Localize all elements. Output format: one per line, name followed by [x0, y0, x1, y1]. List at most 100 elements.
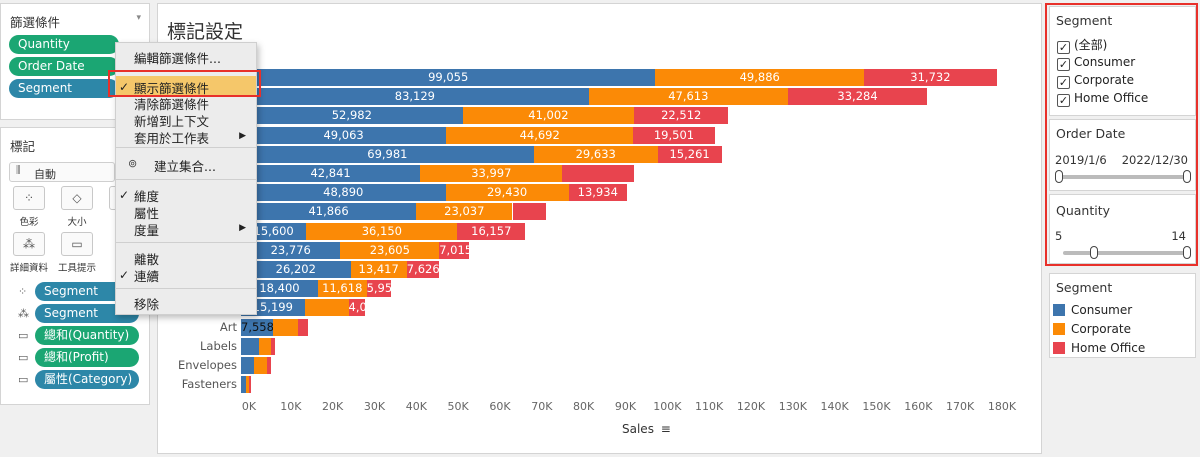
menu-item-create-set[interactable]: 建立集合... [154, 159, 216, 174]
segment-filter-consumer[interactable]: ✓ Consumer [1057, 55, 1135, 71]
quantity-min-handle[interactable] [1090, 246, 1098, 259]
mark-field-segment-color[interactable]: Segment [35, 282, 139, 301]
menu-item-show-filter[interactable]: 顯示篩選條件 [134, 81, 210, 96]
bar-corporate-tables[interactable]: 44,692 [446, 126, 634, 144]
sort-icon[interactable]: ≡ [660, 422, 671, 436]
bar-home-office-tables[interactable]: 19,501 [633, 126, 715, 144]
mark-field-sum-quantity[interactable]: 總和(Quantity) [35, 326, 139, 345]
bar-corporate-paper[interactable]: 11,618 [317, 280, 367, 298]
marks-panel-title: 標記 [10, 139, 36, 154]
segment-filter-home-office[interactable]: ✓ Home Office [1057, 91, 1148, 107]
filter-pill-segment[interactable]: Segment [9, 79, 119, 98]
quantity-max-handle[interactable] [1183, 246, 1191, 259]
bar-consumer-paper[interactable]: 18,400 [241, 280, 318, 298]
segment-filter-corporate[interactable]: ✓ Corporate [1057, 73, 1134, 89]
mark-field-attr-category[interactable]: 屬性(Category) [35, 370, 139, 389]
bar-corporate-chairs[interactable]: 47,613 [588, 88, 788, 106]
bar-home-office-copiers[interactable] [512, 203, 546, 221]
bar-consumer-binders[interactable]: 69,981 [241, 145, 534, 163]
bar-home-office-binders[interactable]: 15,261 [657, 145, 722, 163]
mark-field-sum-profit[interactable]: 總和(Profit) [35, 348, 139, 367]
bar-consumer-fasteners[interactable] [241, 376, 247, 394]
tooltip-button[interactable]: ▭ [61, 232, 93, 256]
bar-corporate-binders[interactable]: 29,633 [533, 145, 658, 163]
bar-consumer-tables[interactable]: 49,063 [241, 126, 447, 144]
bar-consumer-envelopes[interactable] [241, 357, 254, 374]
checkbox-icon[interactable]: ✓ [1057, 41, 1070, 54]
quantity-slider-track[interactable] [1063, 251, 1187, 255]
bar-consumer-art[interactable]: 7,558 [241, 318, 273, 336]
bar-corporate-bookcases[interactable]: 36,150 [306, 222, 458, 240]
legend-label-home-office[interactable]: Home Office [1071, 341, 1146, 355]
menu-item-remove[interactable]: 移除 [134, 297, 160, 312]
menu-item-edit-filter[interactable]: 編輯篩選條件... [134, 51, 221, 66]
bar-home-office-paper[interactable]: 5,955 [366, 280, 392, 298]
bar-home-office-art[interactable] [297, 318, 308, 336]
bar-corporate-phones[interactable]: 49,886 [655, 69, 865, 86]
bar-corporate-accessories[interactable]: 29,430 [445, 184, 569, 202]
segment-filter-all[interactable]: ✓ (全部) [1057, 36, 1107, 54]
bar-consumer-phones[interactable]: 99,055 [241, 69, 656, 86]
bar-consumer-appliances[interactable]: 23,776 [241, 241, 341, 259]
bar-consumer-furnishings[interactable]: 26,202 [241, 261, 351, 278]
bar-home-office-appliances[interactable]: 7,015 [439, 241, 469, 259]
legend-label-consumer[interactable]: Consumer [1071, 303, 1133, 317]
x-axis-title: Sales [622, 422, 654, 436]
bar-corporate-storage[interactable]: 41,002 [462, 107, 635, 125]
bar-corporate-furnishings[interactable]: 13,417 [350, 261, 407, 278]
bar-consumer-copiers[interactable]: 41,866 [241, 203, 417, 221]
bar-corporate-copiers[interactable]: 23,037 [416, 203, 513, 221]
mark-field-segment-detail[interactable]: Segment [35, 304, 139, 323]
bar-home-office-envelopes[interactable] [266, 357, 272, 374]
menu-item-measure[interactable]: 度量 [134, 223, 160, 238]
filter-pill-quantity[interactable]: Quantity [9, 35, 119, 54]
bar-home-office-phones[interactable]: 31,732 [864, 69, 997, 86]
detail-button[interactable]: ⁂ [13, 232, 45, 256]
menu-item-attribute[interactable]: 屬性 [134, 206, 160, 221]
filters-panel-title: 篩選條件 [10, 15, 61, 30]
bar-home-office-supplies[interactable]: 4,005 [348, 299, 366, 317]
menu-item-dimension[interactable]: 維度 [134, 189, 160, 204]
bar-consumer-machines[interactable]: 42,841 [241, 165, 421, 182]
bar-corporate-fasteners[interactable] [246, 376, 250, 394]
bar-consumer-labels[interactable] [241, 337, 259, 355]
bar-consumer-bookcases[interactable]: 15,600 [241, 222, 307, 240]
legend-label-corporate[interactable]: Corporate [1071, 322, 1131, 336]
color-button[interactable]: ⁘ [13, 186, 45, 210]
size-button[interactable]: ◇ [61, 186, 93, 210]
bar-home-office-machines[interactable] [562, 165, 634, 182]
bar-home-office-fasteners[interactable] [249, 376, 252, 394]
menu-item-clear-filter[interactable]: 清除篩選條件 [134, 97, 210, 112]
mark-type-select[interactable]: ⫼ 自動 [9, 162, 115, 182]
bar-consumer-accessories[interactable]: 48,890 [241, 184, 446, 202]
bar-home-office-furnishings[interactable]: 7,626 [406, 261, 439, 278]
bar-home-office-chairs[interactable]: 33,284 [787, 88, 928, 106]
bar-corporate-supplies[interactable] [304, 299, 349, 317]
bar-consumer-chairs[interactable]: 83,129 [241, 88, 589, 106]
checkbox-icon[interactable]: ✓ [1057, 76, 1070, 89]
menu-item-apply-to-worksheets[interactable]: 套用於工作表 [134, 131, 210, 146]
bar-corporate-art[interactable] [272, 318, 298, 336]
checkbox-icon[interactable]: ✓ [1057, 58, 1070, 71]
checkbox-icon[interactable]: ✓ [1057, 94, 1070, 107]
order-date-end-handle[interactable] [1183, 170, 1191, 183]
bar-corporate-labels[interactable] [258, 337, 272, 355]
menu-item-add-to-context[interactable]: 新增到上下文 [134, 114, 210, 129]
bar-consumer-storage[interactable]: 52,982 [241, 107, 463, 125]
x-tick-label: 120K [736, 400, 766, 413]
legend-title: Segment [1056, 280, 1113, 295]
order-date-slider-track[interactable] [1059, 175, 1187, 179]
bar-home-office-accessories[interactable]: 13,934 [568, 184, 627, 202]
menu-item-continuous[interactable]: 連續 [134, 269, 160, 284]
order-date-start-handle[interactable] [1055, 170, 1063, 183]
bar-corporate-envelopes[interactable] [253, 357, 267, 374]
bar-home-office-storage[interactable]: 22,512 [634, 107, 729, 125]
bar-corporate-appliances[interactable]: 23,605 [340, 241, 440, 259]
bar-corporate-machines[interactable]: 33,997 [420, 165, 563, 182]
filter-pill-order-date[interactable]: Order Date [9, 57, 119, 76]
chevron-down-icon[interactable]: ▾ [136, 13, 141, 23]
tooltip-field-icon: ▭ [18, 373, 29, 386]
bar-home-office-labels[interactable] [271, 337, 275, 355]
bar-home-office-bookcases[interactable]: 16,157 [457, 222, 526, 240]
menu-item-discrete[interactable]: 離散 [134, 252, 160, 267]
